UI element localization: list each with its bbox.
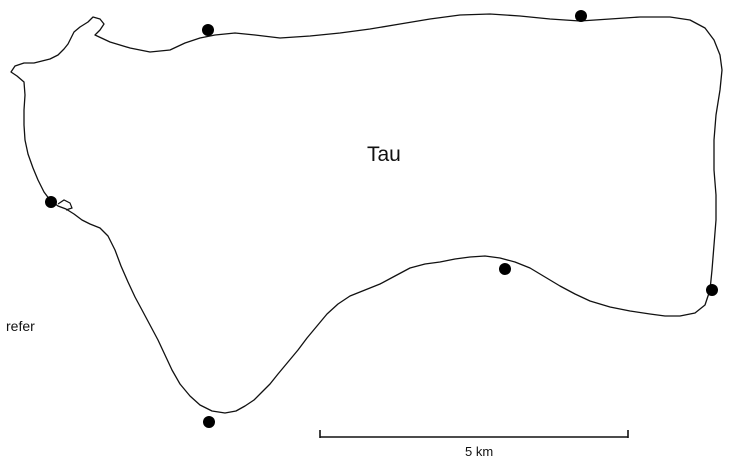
site-marker: [45, 196, 57, 208]
site-marker: [575, 10, 587, 22]
scale-bar-label: 5 km: [465, 444, 494, 459]
scale-bar: [319, 430, 629, 438]
island-name-label: Tau: [367, 143, 401, 166]
site-marker: [499, 263, 511, 275]
island-coastline: [10, 13, 723, 414]
coastline-inlet: [57, 199, 73, 211]
site-marker: [202, 24, 214, 36]
side-label: refer: [6, 318, 35, 334]
site-marker: [706, 284, 718, 296]
site-marker: [203, 416, 215, 428]
